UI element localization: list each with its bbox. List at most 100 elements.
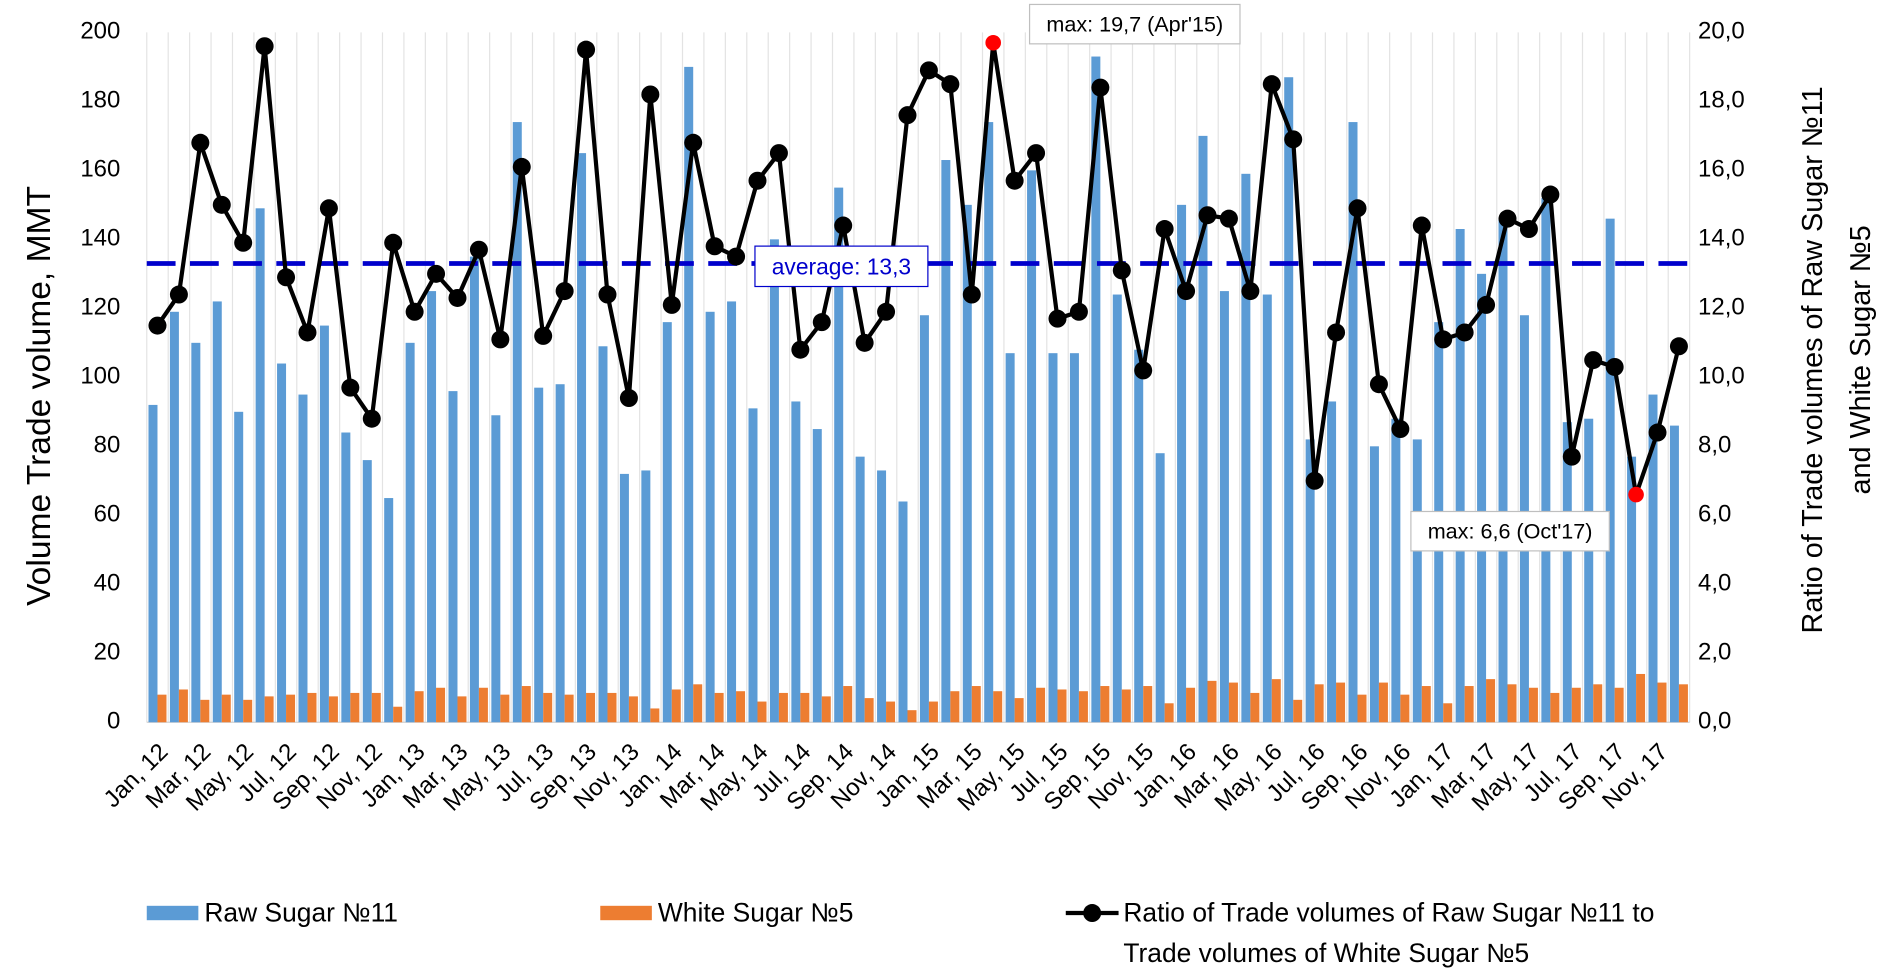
y-tick-label: 100 (80, 363, 120, 390)
bar (1143, 686, 1153, 723)
ratio-marker (1305, 471, 1324, 490)
bar (662, 322, 672, 723)
lines (146, 34, 1690, 503)
bar (1293, 699, 1303, 723)
bar (328, 696, 338, 723)
bar (1164, 703, 1174, 723)
bar (405, 342, 415, 723)
bar (1455, 229, 1465, 723)
bar (243, 699, 253, 723)
bar (1250, 692, 1260, 723)
bar (1369, 446, 1379, 723)
ratio-marker (748, 171, 767, 190)
legend-entry: White Sugar №5 (657, 897, 854, 928)
bar (362, 460, 372, 723)
bar (1327, 401, 1337, 723)
ratio-marker (791, 340, 810, 359)
ratio-marker (1048, 309, 1067, 328)
bar (427, 291, 437, 723)
ratio-marker (1455, 323, 1474, 342)
bar (307, 692, 317, 723)
bar (1528, 687, 1538, 723)
legend: Raw Sugar №11 White Sugar №5 Ratio of Trad… (146, 897, 1654, 968)
bar (1005, 353, 1015, 723)
legend-label: White Sugar №5 (657, 897, 854, 928)
ratio-marker (448, 288, 467, 307)
ratio-marker (1348, 199, 1367, 218)
ratio-marker (512, 157, 531, 176)
bar (671, 689, 681, 723)
ratio-marker (1069, 302, 1088, 321)
ratio-marker (1112, 261, 1131, 280)
ratio-marker (341, 378, 360, 397)
y2-tick-label: 4,0 (1698, 570, 1731, 597)
bar (1477, 273, 1487, 723)
bar (436, 687, 446, 723)
ratio-marker (834, 216, 853, 235)
bar (457, 696, 467, 723)
ratio-marker (727, 247, 746, 266)
ratio-marker (277, 268, 296, 287)
ratio-marker (641, 85, 660, 104)
y2-axis-label: and White Sugar №5 (1845, 225, 1877, 494)
bar (727, 301, 737, 723)
bar (628, 696, 638, 723)
ratio-marker (1562, 447, 1581, 466)
bar (350, 692, 360, 723)
bar (277, 363, 287, 723)
y2-tick-label: 18,0 (1698, 87, 1745, 114)
ratio-marker (1241, 282, 1260, 301)
bar (1069, 353, 1079, 723)
ratio-marker (1219, 209, 1238, 228)
bar (971, 686, 981, 723)
ratio-marker (169, 285, 188, 304)
bar (1057, 689, 1067, 723)
bar (448, 391, 458, 723)
ratio-marker (1498, 209, 1517, 228)
bar (1400, 694, 1410, 723)
bar (1571, 687, 1581, 723)
ratio-marker (1584, 351, 1603, 370)
ratio-marker (1519, 220, 1538, 239)
y2-tick-label: 14,0 (1698, 225, 1745, 252)
ratio-marker (812, 313, 831, 332)
bar (1271, 679, 1281, 723)
bar (1412, 439, 1422, 723)
legend-label: Raw Sugar №11 (204, 897, 398, 928)
ratio-marker (1541, 185, 1560, 204)
bar (684, 66, 694, 723)
bar (864, 698, 874, 723)
ratio-marker (1262, 75, 1281, 94)
ratio-marker (941, 75, 960, 94)
ratio-line (155, 42, 1681, 496)
bar (791, 401, 801, 723)
ratio-marker (855, 333, 874, 352)
y2-tick-label: 20,0 (1698, 18, 1745, 45)
bar (491, 415, 501, 723)
annotation-box (1410, 510, 1610, 552)
ratio-marker (405, 302, 424, 321)
bar (1186, 687, 1196, 723)
ratio-marker (1477, 295, 1496, 314)
bar (1498, 218, 1508, 723)
ratio-marker (1369, 375, 1388, 394)
bar (1027, 170, 1037, 723)
ratio-marker (148, 316, 167, 335)
legend-entry: Raw Sugar №11 (204, 897, 398, 928)
bar (1262, 294, 1272, 723)
ratio-marker (598, 285, 617, 304)
bar (1421, 686, 1431, 723)
bar (1241, 173, 1251, 723)
ratio-marker (212, 195, 231, 214)
bar (1177, 204, 1187, 723)
y-axis-label: Volume Trade volume, MMT (21, 186, 58, 606)
ratio-marker (985, 34, 1002, 51)
bar (157, 694, 167, 723)
bar (1207, 680, 1217, 723)
legend-entry: Ratio of Trade volumes of Raw Sugar №11 … (1123, 897, 1654, 968)
bar (341, 432, 351, 723)
bar (898, 501, 908, 723)
bar (757, 701, 767, 723)
y-tick-label: 160 (80, 156, 120, 183)
